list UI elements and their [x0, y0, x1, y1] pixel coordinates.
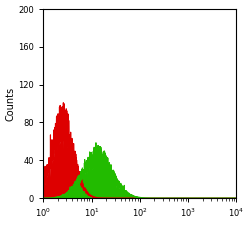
Y-axis label: Counts: Counts	[6, 86, 16, 121]
